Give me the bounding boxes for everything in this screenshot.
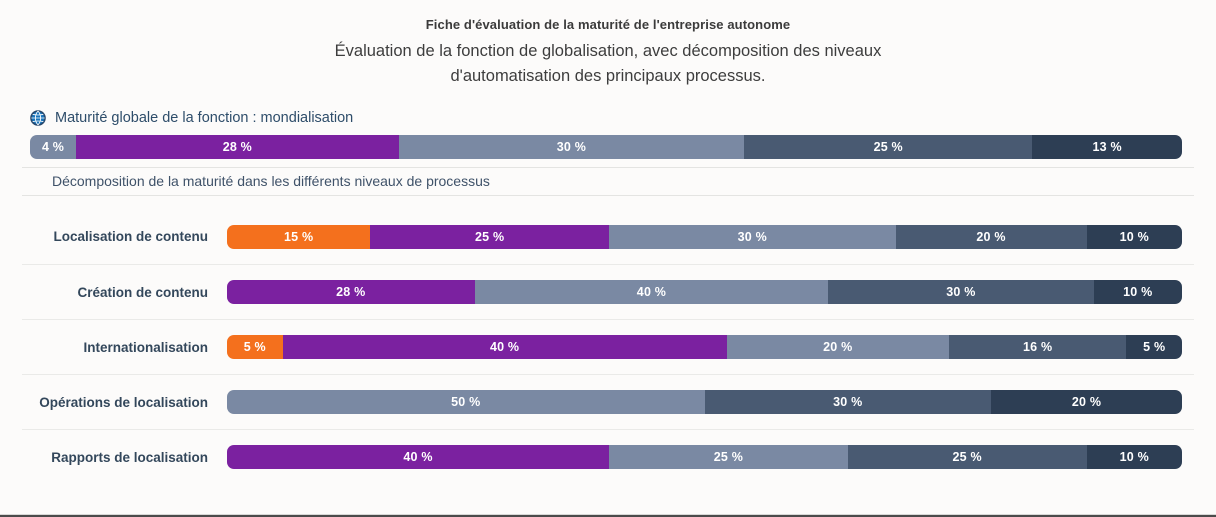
bar-segment-level4_navy_dark: 10 %	[1086, 445, 1182, 469]
process-row: Rapports de localisation 40 % 25 % 25 % 10 %	[22, 429, 1194, 484]
bar-segment-level3_slate_medium: 16 %	[948, 335, 1127, 359]
segment-value-label: 10 %	[1119, 450, 1149, 464]
process-label: Création de contenu	[77, 284, 208, 300]
overall-maturity-bar: 4 % 28 % 30 % 25 % 13 %	[30, 135, 1182, 159]
segment-value-label: 28 %	[336, 285, 366, 299]
process-row: Internationalisation 5 % 40 % 20 % 16 % 5 %	[22, 319, 1194, 374]
bar-segment-level3_slate_medium: 20 %	[895, 224, 1087, 249]
segment-value-label: 40 %	[489, 340, 520, 354]
segment-value-label: 30 %	[833, 395, 863, 409]
segment-value-label: 20 %	[823, 340, 853, 354]
bar-segment-level1_purple: 28 %	[76, 135, 399, 159]
bar-segment-level3_slate_medium: 30 %	[828, 280, 1094, 304]
overall-maturity-bar-wrap: 4 % 28 % 30 % 25 % 13 %	[30, 135, 1182, 159]
chart-content: Maturité globale de la fonction : mondia…	[22, 110, 1194, 484]
bar-segment-level0_orange: 15 %	[227, 224, 371, 249]
segment-value-label: 28 %	[222, 140, 252, 154]
process-label: Localisation de contenu	[53, 229, 208, 244]
segment-value-label: 25 %	[873, 140, 903, 154]
process-maturity-bar: 5 % 40 % 20 % 16 % 5 %	[227, 335, 1182, 359]
bar-segment-level1_purple: 25 %	[370, 224, 609, 249]
segment-value-label: 13 %	[1092, 140, 1122, 154]
segment-value-label: 5 %	[1143, 340, 1166, 354]
bar-segment-level2_slate_light: 4 %	[30, 135, 77, 159]
overall-maturity-heading: Maturité globale de la fonction : mondia…	[30, 110, 1194, 126]
bar-segment-level1_purple: 28 %	[227, 280, 475, 304]
segment-value-label: 30 %	[556, 140, 587, 154]
page-subtitle: Évaluation de la fonction de globalisati…	[0, 39, 1216, 89]
segment-value-label: 5 %	[243, 340, 266, 354]
globe-icon	[30, 110, 46, 126]
window-bottom-edge	[0, 514, 1216, 517]
decomposition-header: Décomposition de la maturité dans les di…	[22, 167, 1194, 196]
segment-value-label: 50 %	[451, 395, 481, 409]
bar-segment-level2_slate_light: 50 %	[227, 390, 705, 414]
process-maturity-bar: 50 % 30 % 20 %	[227, 390, 1182, 414]
page-subtitle-line-1: Évaluation de la fonction de globalisati…	[334, 42, 882, 60]
segment-value-label: 40 %	[403, 450, 433, 464]
segment-value-label: 25 %	[713, 450, 744, 464]
bar-segment-level4_navy_dark: 10 %	[1086, 224, 1182, 249]
page-subtitle-line-2: d'automatisation des principaux processu…	[450, 67, 766, 85]
segment-value-label: 16 %	[1022, 340, 1053, 354]
page-title: Fiche d'évaluation de la maturité de l'e…	[425, 17, 791, 32]
process-rows: Localisation de contenu 15 % 25 % 30 % 20 % 1…	[22, 209, 1194, 484]
bar-segment-level4_navy_dark: 20 %	[991, 390, 1182, 414]
report-header: Fiche d'évaluation de la maturité de l'e…	[0, 0, 1216, 89]
segment-value-label: 20 %	[976, 229, 1006, 244]
segment-value-label: 10 %	[1123, 285, 1153, 299]
bar-segment-level2_slate_light: 25 %	[609, 445, 848, 469]
bar-segment-level3_slate_medium: 30 %	[704, 390, 991, 414]
bar-segment-level2_slate_light: 20 %	[726, 335, 949, 359]
process-maturity-bar: 15 % 25 % 30 % 20 % 10 %	[227, 224, 1182, 249]
bar-segment-level0_orange: 5 %	[227, 335, 283, 359]
bar-segment-level4_navy_dark: 10 %	[1093, 280, 1182, 304]
process-label: Internationalisation	[83, 339, 208, 355]
segment-value-label: 25 %	[952, 450, 982, 464]
decomposition-heading: Décomposition de la maturité dans les di…	[52, 173, 490, 189]
segment-value-label: 40 %	[636, 285, 667, 299]
segment-value-label: 25 %	[474, 229, 505, 244]
segment-value-label: 4 %	[41, 140, 65, 154]
process-maturity-bar: 40 % 25 % 25 % 10 %	[227, 445, 1182, 469]
bar-segment-level2_slate_light: 40 %	[474, 280, 829, 304]
segment-value-label: 20 %	[1071, 395, 1102, 409]
bar-segment-level2_slate_light: 30 %	[609, 224, 896, 249]
segment-value-label: 15 %	[283, 229, 314, 244]
bar-segment-level3_slate_medium: 25 %	[744, 135, 1033, 159]
segment-value-label: 30 %	[946, 285, 976, 299]
bar-segment-level2_slate_light: 30 %	[398, 135, 745, 159]
bar-segment-level4_navy_dark: 5 %	[1126, 335, 1182, 359]
process-row: Création de contenu 28 % 40 % 30 % 10 %	[22, 264, 1194, 319]
bar-segment-level4_navy_dark: 13 %	[1032, 135, 1182, 159]
bar-segment-level3_slate_medium: 25 %	[847, 445, 1087, 469]
bar-segment-level1_purple: 40 %	[282, 335, 727, 359]
segment-value-label: 10 %	[1119, 229, 1149, 244]
process-maturity-bar: 28 % 40 % 30 % 10 %	[227, 280, 1182, 304]
process-row: Opérations de localisation 50 % 30 % 20 %	[22, 374, 1194, 429]
process-label: Opérations de localisation	[39, 394, 208, 410]
process-row: Localisation de contenu 15 % 25 % 30 % 20 % 1…	[22, 209, 1194, 264]
process-label: Rapports de localisation	[51, 449, 208, 465]
overall-maturity-label: Maturité globale de la fonction : mondia…	[55, 110, 354, 126]
bar-segment-level1_purple: 40 %	[227, 445, 609, 469]
segment-value-label: 30 %	[737, 229, 767, 244]
